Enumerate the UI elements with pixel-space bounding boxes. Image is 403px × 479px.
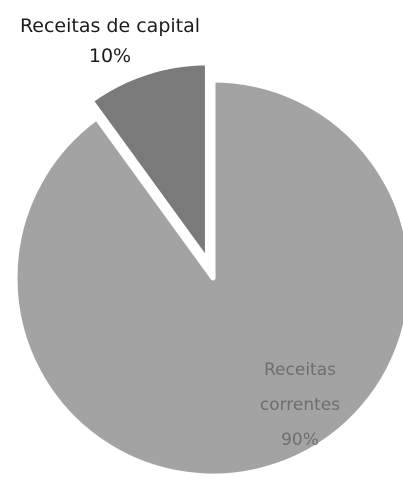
label-correntes-line2: correntes [260,395,340,415]
label-correntes-line1: Receitas [264,360,336,380]
pie-slice-receitas-correntes [12,77,403,479]
pie-slice-receitas-de-capital [88,60,210,264]
pie-slices [12,60,403,479]
label-capital-value: 10% [89,45,131,67]
label-correntes-value: 90% [281,430,319,450]
label-capital-name: Receitas de capital [20,15,200,37]
